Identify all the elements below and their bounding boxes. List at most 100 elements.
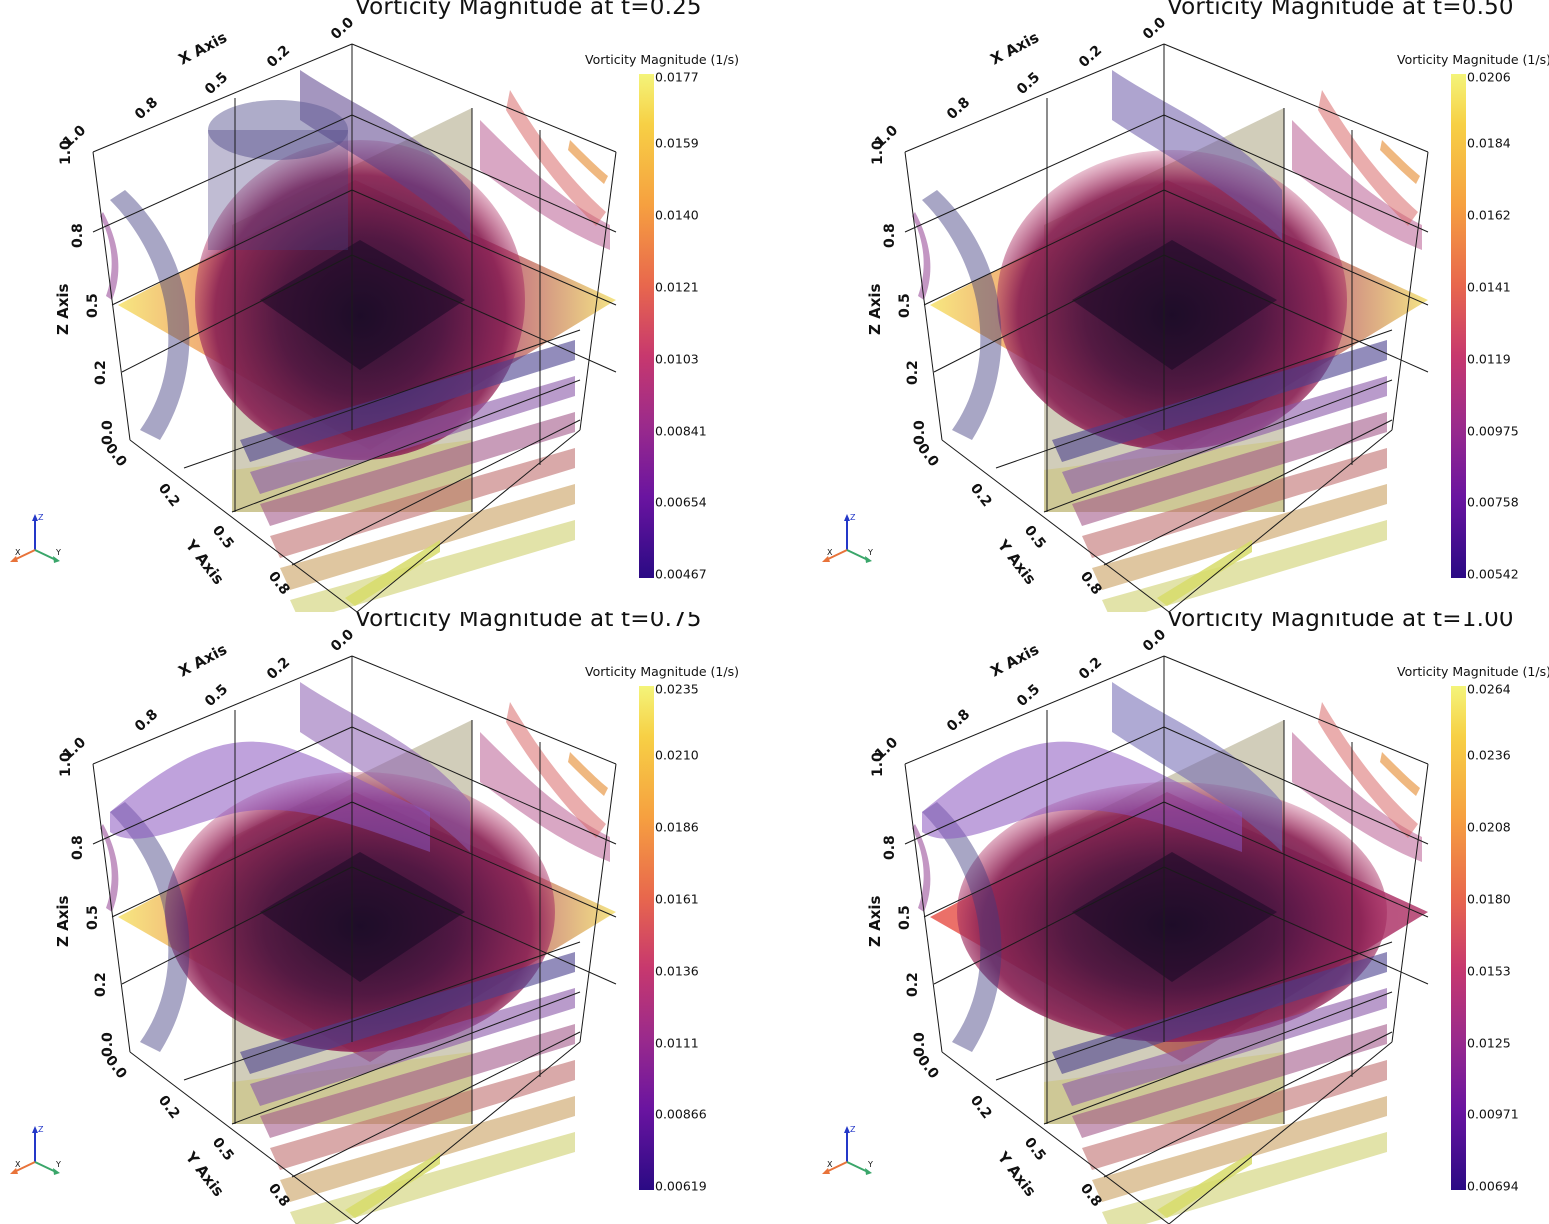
left-sliver (100, 824, 119, 912)
left-tube (110, 190, 190, 440)
colorbar-tick-label: 0.0208 (1467, 819, 1511, 835)
axis-grid-line (356, 429, 581, 612)
axis-grid-line (111, 801, 353, 918)
colorbar-tick-label: 0.00758 (1467, 494, 1519, 510)
axis-grid-line (1043, 991, 1393, 1125)
z-axis-label: Z Axis (54, 895, 72, 947)
left-sliver (912, 824, 931, 912)
isosurface-layers (100, 682, 616, 1224)
y-tick-label: 0.5 (1021, 523, 1049, 552)
x-tick-label: 0.0 (1140, 626, 1169, 655)
axis-grid-line (92, 655, 353, 765)
axis-grid-line (1168, 429, 1393, 612)
x-tick-label: 0.8 (944, 94, 973, 122)
lower-sheet (1052, 952, 1387, 1074)
x-tick-label: 0.8 (132, 94, 161, 122)
triad-y-arrow (53, 1168, 60, 1175)
axis-grid-line (904, 151, 943, 441)
triad-x-axis (13, 1161, 36, 1173)
colorbar-title: Vorticity Magnitude (1/s) (585, 664, 739, 679)
corner-sliver (1380, 752, 1420, 796)
axis-grid-line (92, 43, 353, 153)
z-tick-label: 0.5 (85, 905, 101, 930)
triad-x-arrow (10, 1168, 18, 1174)
axis-grid-line (351, 43, 617, 153)
triad-y-label: Y (55, 548, 61, 557)
z-tick-label: 0.0 (100, 420, 116, 445)
axis-grid-line (121, 254, 353, 373)
colorbar-title: Vorticity Magnitude (1/s) (1397, 664, 1549, 679)
lower-sheet (250, 376, 575, 494)
colorbar-tick-label: 0.0125 (1467, 1035, 1511, 1051)
render-panel-t025[interactable]: 0.0 0.2 0.5 0.8 1.0 X Axis 1.0 0.8 0.5 0.2 0.0 Z Ax… (0, 0, 774, 612)
axis-grid-line (1163, 43, 1429, 153)
colorbar-tick-label: 0.0136 (655, 963, 699, 979)
upper-right-band (1292, 732, 1422, 862)
z-tick-label: 0.8 (882, 835, 898, 860)
axis-grid-line (92, 114, 353, 233)
axis-grid-line (183, 941, 581, 1081)
axis-grid-line (1163, 114, 1429, 233)
x-tick-label: 0.0 (328, 626, 357, 655)
render-panel-t075[interactable]: 0.0 0.2 0.5 0.8 1.0 X Axis 1.0 0.8 0.5 0.2 0.0 Z Ax… (0, 612, 774, 1224)
left-tube (922, 190, 1002, 440)
axis-grid-line (92, 151, 131, 441)
axis-grid-line (111, 189, 353, 306)
left-tube (922, 802, 1002, 1052)
triad-y-arrow (53, 556, 60, 563)
x-tick-label: 0.2 (264, 42, 293, 70)
triad-z-label: Z (38, 513, 44, 522)
x-tick-label: 0.2 (1076, 42, 1105, 70)
axis-grid-line (923, 801, 1165, 918)
y-tick-label: 0.2 (967, 481, 995, 510)
triad-z-arrow (32, 1126, 38, 1133)
colorbar-tick-label: 0.0162 (1467, 207, 1511, 223)
axis-grid-line (904, 726, 1165, 845)
triad-x-arrow (822, 556, 830, 562)
colorbar-tick-label: 0.0140 (655, 207, 699, 223)
triad-x-axis (825, 1161, 848, 1173)
orientation-axes-icon: Z X Y (822, 513, 873, 563)
core-diamond (260, 240, 465, 370)
z-tick-label: 0.0 (912, 1032, 928, 1057)
axis-grid-line (904, 655, 1165, 765)
z-axis-label: Z Axis (866, 283, 884, 335)
axis-grid-line (933, 254, 1165, 373)
axis-grid-line (291, 419, 581, 566)
left-sliver (912, 212, 931, 300)
triad-z-arrow (844, 514, 850, 521)
triad-z-arrow (844, 1126, 850, 1133)
z-tick-label: 0.2 (905, 360, 921, 385)
z-tick-label: 1.0 (58, 752, 74, 777)
axis-grid-line (995, 329, 1393, 469)
z-tick-label: 1.0 (58, 140, 74, 165)
cylinder-cap (208, 100, 348, 160)
colorbar-tick-label: 0.0177 (655, 69, 699, 85)
axis-grid-line (129, 439, 358, 612)
axis-grid-line (291, 1031, 581, 1178)
upper-right-sliver (1318, 90, 1418, 226)
corner-sliver (1380, 140, 1420, 184)
render-panel-t100[interactable]: 0.0 0.2 0.5 0.8 1.0 X Axis 1.0 0.8 0.5 0.2 0.0 Z Ax… (812, 612, 1549, 1224)
triad-y-axis (34, 549, 57, 561)
orientation-axes-icon: Z X Y (10, 513, 61, 563)
axis-grid-line (351, 801, 617, 918)
render-panel-t050[interactable]: 0.0 0.2 0.5 0.8 1.0 X Axis 1.0 0.8 0.5 0.2 0.0 Z Ax… (812, 0, 1549, 612)
triad-y-label: Y (867, 1160, 873, 1169)
axis-grid-line (356, 1041, 581, 1224)
axis-grid-line (1163, 189, 1429, 306)
axis-grid-line (351, 189, 617, 306)
axes-box (904, 655, 1429, 1224)
axis-grid-line (904, 114, 1165, 233)
left-sliver (100, 212, 119, 300)
lower-sheet (240, 340, 575, 462)
axis-grid-line (183, 329, 581, 469)
orientation-axes-icon: Z X Y (10, 1125, 61, 1175)
lower-sheet (1092, 1096, 1387, 1202)
triad-y-axis (846, 1161, 869, 1173)
colorbar (639, 74, 654, 578)
